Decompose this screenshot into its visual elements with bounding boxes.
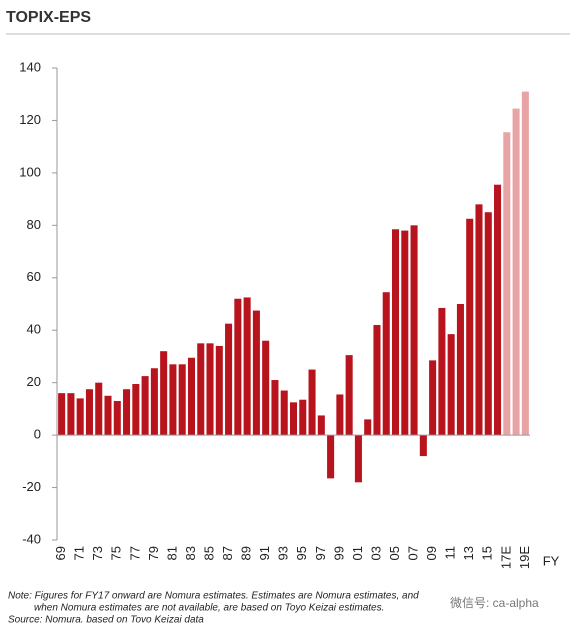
bar (364, 419, 372, 436)
bar (243, 297, 251, 436)
bar (95, 382, 103, 436)
x-tick-label: 85 (201, 546, 216, 560)
x-tick-label: 79 (146, 546, 161, 560)
y-tick-label: 0 (34, 427, 41, 442)
bar (187, 357, 196, 436)
bar (382, 292, 390, 436)
bar (225, 323, 233, 436)
note: when Nomura estimates are not available,… (34, 603, 384, 614)
x-tick-label: 91 (257, 546, 272, 560)
bar (317, 415, 325, 436)
x-tick-label: 97 (313, 546, 328, 560)
x-tick-label: 11 (443, 546, 458, 560)
x-tick-label: 13 (461, 546, 476, 560)
x-tick-label: 95 (294, 546, 309, 560)
bar (234, 298, 242, 436)
bar (521, 91, 529, 436)
y-tick-label: 120 (19, 112, 41, 127)
x-axis-label: FY (543, 553, 560, 568)
bar (327, 435, 335, 479)
x-tick-label: 73 (90, 546, 105, 560)
bar (494, 184, 502, 436)
x-tick-label: 17E (498, 546, 513, 569)
x-tick-label: 87 (220, 546, 235, 560)
bar (308, 369, 316, 436)
bar (503, 132, 511, 436)
x-tick-label: 01 (350, 546, 365, 560)
note: Note: Figures for FY17 onward are Nomura… (8, 591, 419, 602)
bar (475, 204, 483, 436)
x-tick-label: 05 (387, 546, 402, 560)
bar (206, 343, 214, 436)
x-tick-label: 15 (480, 546, 495, 560)
bar (419, 435, 427, 457)
y-tick-label: 80 (27, 217, 41, 232)
bar (456, 304, 464, 436)
bar (336, 394, 344, 436)
bar (438, 307, 446, 436)
bar (197, 343, 205, 436)
x-tick-label: 75 (109, 546, 124, 560)
y-tick-label: 40 (27, 322, 41, 337)
bar (150, 368, 158, 436)
bar (299, 399, 307, 436)
bar (391, 229, 400, 436)
x-tick-label: 93 (276, 546, 291, 560)
y-tick-label: 20 (27, 374, 41, 389)
bar (160, 351, 168, 436)
bar (169, 364, 177, 436)
bar (447, 334, 455, 436)
x-tick-label: 81 (164, 546, 179, 560)
bar (354, 435, 362, 483)
bar (429, 360, 437, 436)
bar (215, 345, 223, 436)
x-tick-label: 71 (72, 546, 87, 560)
bar (85, 389, 93, 436)
x-tick-label: 09 (424, 546, 439, 560)
bar (512, 108, 520, 436)
bar (466, 218, 474, 436)
bar (410, 225, 418, 436)
bar (141, 376, 149, 436)
bar (58, 393, 66, 436)
bar (289, 402, 298, 436)
bar (178, 364, 186, 436)
bar (373, 324, 381, 436)
bar (484, 212, 492, 436)
bar (104, 395, 112, 436)
bar (67, 393, 75, 436)
x-tick-label: 99 (331, 546, 346, 560)
bar (123, 389, 131, 436)
y-tick-label: 100 (19, 164, 41, 179)
y-tick-label: -20 (22, 479, 41, 494)
y-tick-label: -40 (22, 531, 41, 546)
chart-title: TOPIX-EPS (6, 9, 91, 26)
bar (113, 401, 121, 436)
bar (76, 398, 84, 436)
bar (271, 380, 279, 436)
x-tick-label: 03 (368, 546, 383, 560)
x-tick-label: 07 (406, 546, 421, 560)
x-tick-label: 69 (53, 546, 68, 560)
bar (345, 355, 353, 436)
x-tick-label: 83 (183, 546, 198, 560)
y-tick-label: 60 (27, 269, 41, 284)
y-tick-label: 140 (19, 59, 41, 74)
watermark: 微信号: ca-alpha (450, 596, 539, 610)
bar (401, 230, 409, 436)
bar (132, 383, 140, 436)
x-tick-label: 77 (127, 546, 142, 560)
bar (252, 310, 260, 436)
x-tick-label: 19E (517, 546, 532, 569)
bar (280, 390, 288, 436)
bar (262, 340, 270, 436)
source: Source: Nomura. based on Tovo Keizai dat… (8, 615, 204, 626)
x-tick-label: 89 (239, 546, 254, 560)
